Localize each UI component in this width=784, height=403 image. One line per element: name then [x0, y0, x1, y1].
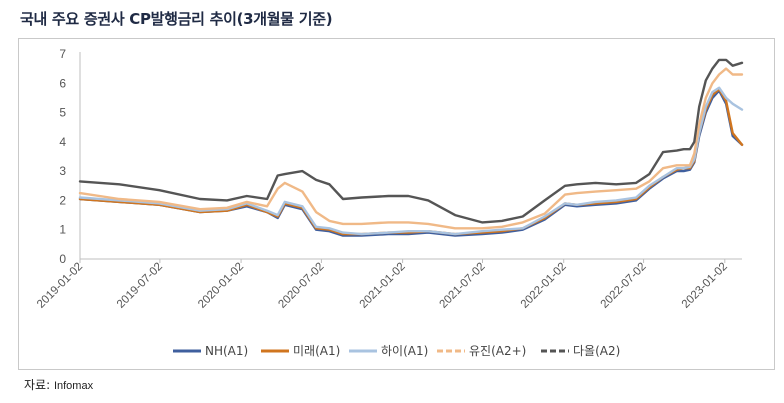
x-tick-label: 2020-01-02: [196, 261, 246, 311]
source-note: 자료: Infomax: [24, 376, 93, 393]
x-tick-label: 2021-01-02: [358, 261, 408, 311]
legend-label: 미래(A1): [293, 344, 340, 358]
legend-label: 유진(A2+): [469, 344, 526, 358]
series-line-3: [78, 86, 744, 236]
y-tick-label: 4: [59, 135, 66, 149]
series-line-5: [78, 58, 744, 224]
y-tick-label: 7: [59, 47, 66, 61]
y-tick-label: 2: [59, 193, 66, 207]
series-line-2: [78, 87, 744, 236]
series-line-4: [78, 67, 744, 230]
x-tick-label: 2022-01-02: [519, 261, 569, 311]
chart-title: 국내 주요 증권사 CP발행금리 추이(3개월물 기준): [20, 10, 333, 28]
x-tick-label: 2019-01-02: [35, 261, 85, 311]
x-tick-label: 2020-07-02: [276, 261, 326, 311]
y-tick-label: 3: [59, 164, 66, 178]
series-line-1: [78, 89, 744, 237]
source-label: 자료:: [24, 378, 51, 392]
legend-label: 다올(A2): [573, 344, 620, 358]
y-tick-label: 0: [59, 252, 66, 266]
y-tick-label: 5: [59, 106, 66, 120]
x-tick-label: 2023-01-02: [680, 261, 730, 311]
chart-frame: [18, 38, 775, 370]
legend-label: 하이(A1): [381, 344, 428, 358]
source-name: Infomax: [53, 380, 94, 392]
x-tick-label: 2021-07-02: [438, 261, 488, 311]
y-tick-label: 6: [59, 76, 66, 90]
x-tick-label: 2019-07-02: [115, 261, 165, 311]
y-tick-label: 1: [59, 223, 66, 237]
legend-label: NH(A1): [205, 344, 248, 358]
x-tick-label: 2022-07-02: [599, 261, 649, 311]
